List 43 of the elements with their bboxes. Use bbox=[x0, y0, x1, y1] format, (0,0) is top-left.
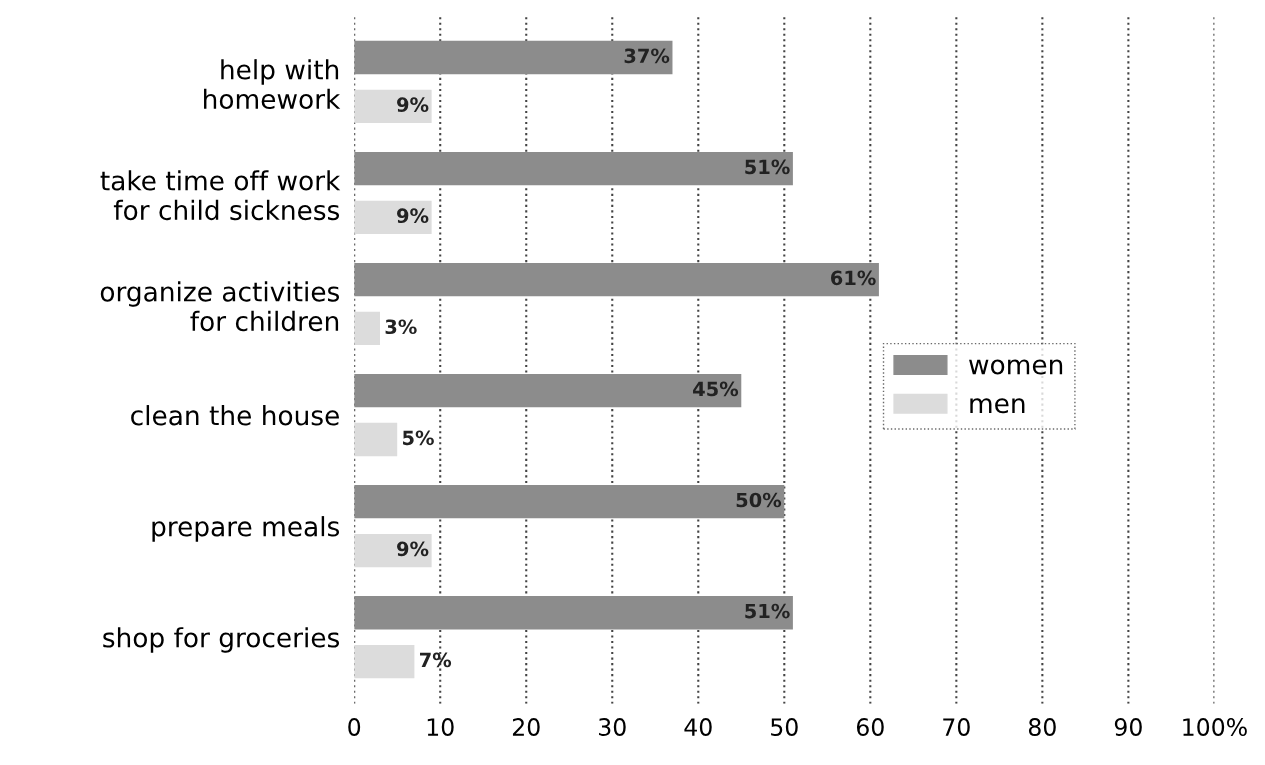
x-tick-label: 50 bbox=[771, 718, 798, 736]
legend-label: women bbox=[969, 359, 1063, 375]
bar bbox=[354, 89, 432, 124]
x-tick-label: 40 bbox=[684, 718, 712, 736]
bar bbox=[354, 533, 432, 568]
x-tick-label: 90 bbox=[1114, 718, 1142, 736]
bar bbox=[354, 40, 673, 75]
data-label: 7% bbox=[420, 652, 452, 668]
x-tick-label: 70 bbox=[943, 718, 970, 736]
data-label: 50% bbox=[736, 492, 782, 508]
bar bbox=[354, 485, 785, 519]
data-label: 9% bbox=[397, 208, 429, 224]
data-label: 9% bbox=[397, 541, 429, 557]
x-tick-label: 30 bbox=[599, 718, 626, 736]
data-label: 45% bbox=[693, 381, 739, 397]
bar bbox=[354, 373, 742, 408]
data-label: 61% bbox=[831, 270, 876, 286]
bar bbox=[354, 422, 398, 457]
data-label: 3% bbox=[385, 319, 417, 335]
data-label: 51% bbox=[745, 159, 790, 175]
y-tick-label: shop for groceries bbox=[103, 627, 340, 653]
y-tick-label: prepare meals bbox=[152, 516, 340, 542]
data-label: 37% bbox=[624, 48, 670, 64]
bar bbox=[354, 311, 381, 346]
bar bbox=[354, 596, 793, 630]
y-tick-label: help with homework bbox=[204, 59, 341, 110]
y-tick-label: take time off work for child sickness bbox=[100, 170, 341, 221]
data-label: 51% bbox=[745, 603, 790, 619]
bar bbox=[354, 151, 793, 186]
data-label: 5% bbox=[403, 430, 434, 446]
x-tick-label: 20 bbox=[512, 718, 540, 736]
x-tick-label: 100% bbox=[1183, 718, 1247, 736]
legend-label: men bbox=[970, 398, 1025, 414]
data-label: 9% bbox=[397, 97, 429, 112]
x-tick-label: 0 bbox=[348, 718, 361, 736]
bar bbox=[354, 200, 432, 235]
x-tick-label: 60 bbox=[856, 718, 884, 736]
y-tick-label: organize activities for children bbox=[100, 281, 340, 332]
y-tick-label: clean the house bbox=[131, 405, 339, 426]
bar bbox=[354, 644, 415, 679]
x-tick-label: 10 bbox=[427, 718, 454, 736]
bar bbox=[354, 262, 879, 297]
x-tick-label: 80 bbox=[1028, 718, 1056, 736]
